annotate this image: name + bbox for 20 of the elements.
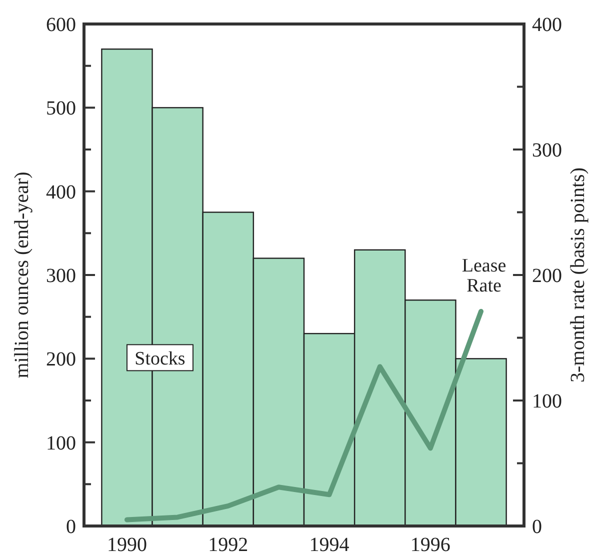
y-axis-title: million ounces (end-year) <box>11 172 33 378</box>
x-tick-label: 1994 <box>309 534 350 553</box>
y2-tick-label: 0 <box>532 516 542 538</box>
y-tick-label: 100 <box>46 432 76 454</box>
x-tick-label: 1990 <box>106 534 147 553</box>
y-tick-label: 0 <box>66 516 76 538</box>
x-tick-label: 1996 <box>410 534 450 553</box>
y-tick-label: 600 <box>46 14 76 36</box>
y-tick-label: 200 <box>46 348 76 371</box>
y2-tick-label: 100 <box>532 390 562 412</box>
y2-tick-label: 400 <box>532 14 562 36</box>
y-tick-label: 300 <box>46 265 76 287</box>
y-tick-label: 500 <box>46 98 76 120</box>
series-label: Stocks <box>134 348 186 370</box>
y-tick-label: 400 <box>46 181 76 204</box>
y2-tick-label: 200 <box>532 265 562 287</box>
series-label: Lease Rate <box>462 255 506 296</box>
y2-tick-label: 300 <box>532 140 562 162</box>
x-tick-label: 1992 <box>208 534 248 553</box>
y2-axis-title: 3-month rate (basis points) <box>567 168 589 382</box>
